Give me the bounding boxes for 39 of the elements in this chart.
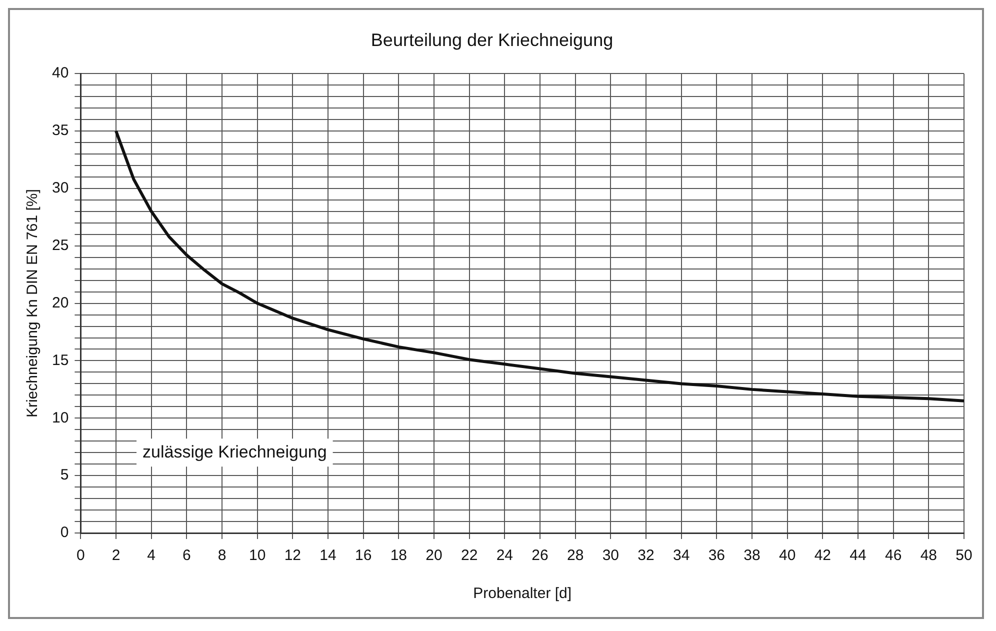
x-tick-label: 6 xyxy=(182,547,191,564)
y-tick-label: 35 xyxy=(52,122,69,140)
y-tick-label: 0 xyxy=(60,524,69,542)
x-tick-label: 24 xyxy=(496,547,514,564)
x-tick-label: 22 xyxy=(461,547,478,564)
x-tick-label: 34 xyxy=(672,547,690,564)
x-tick-label: 48 xyxy=(920,547,938,564)
y-tick-label: 10 xyxy=(52,409,69,426)
y-axis-title: Kriechneigung Kn DIN EN 761 [%] xyxy=(24,189,42,418)
x-tick-label: 32 xyxy=(638,547,654,564)
x-tick-label: 4 xyxy=(147,547,156,564)
y-tick-label: 15 xyxy=(52,352,69,369)
chart-title: Beurteilung der Kriechneigung xyxy=(370,30,614,50)
x-tick-label: 36 xyxy=(708,547,726,564)
y-tick-label: 25 xyxy=(52,237,69,254)
x-tick-label: 40 xyxy=(778,547,796,564)
x-tick-label: 44 xyxy=(850,547,866,564)
x-tick-label: 28 xyxy=(566,547,584,564)
x-tick-label: 30 xyxy=(602,547,620,564)
x-tick-label: 42 xyxy=(814,547,832,564)
x-tick-label: 14 xyxy=(320,547,336,564)
y-tick-label: 40 xyxy=(52,64,69,82)
x-axis-title: Probenalter [d] xyxy=(473,585,572,602)
y-tick-label: 30 xyxy=(52,180,69,197)
x-tick-label: 8 xyxy=(218,547,226,564)
x-tick-label: 0 xyxy=(76,547,85,564)
x-tick-label: 20 xyxy=(426,547,442,564)
x-tick-label: 10 xyxy=(249,547,266,564)
x-tick-label: 18 xyxy=(390,547,408,564)
x-tick-label: 16 xyxy=(355,547,372,564)
y-tick-label: 5 xyxy=(60,466,69,484)
annotation: zulässige Kriechneigung xyxy=(142,442,327,462)
x-tick-label: 50 xyxy=(956,547,972,564)
x-tick-label: 12 xyxy=(284,547,302,564)
x-tick-label: 46 xyxy=(884,547,902,564)
x-tick-label: 26 xyxy=(532,547,548,564)
x-tick-label: 2 xyxy=(112,547,120,564)
y-tick-label: 20 xyxy=(52,294,69,312)
x-tick-label: 38 xyxy=(744,547,760,564)
